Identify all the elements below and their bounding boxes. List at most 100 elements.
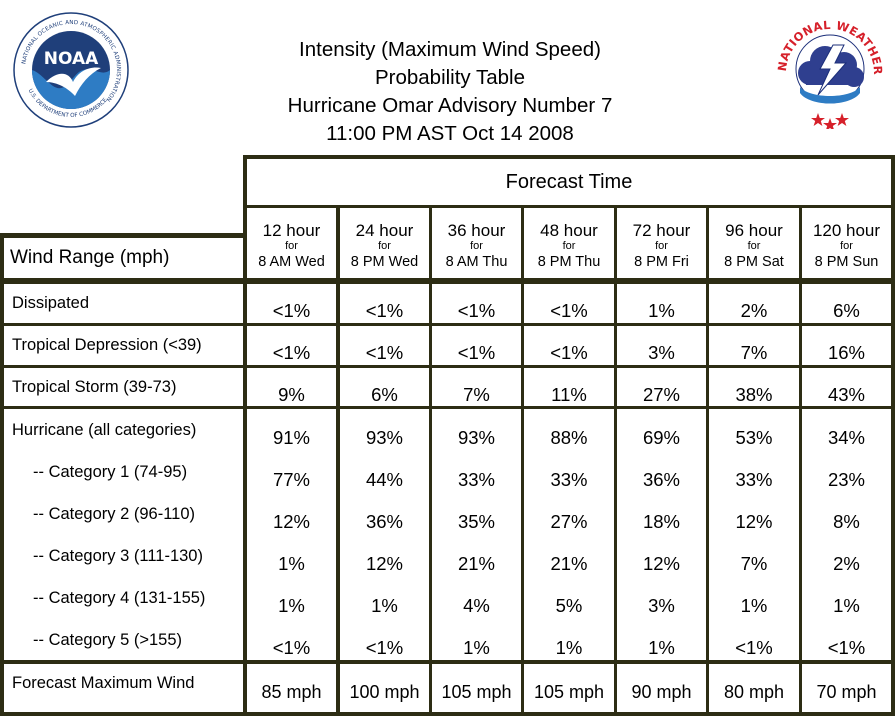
row-label-cell-4: Forecast Maximum Wind — [4, 664, 243, 712]
svg-text:NOAA: NOAA — [44, 49, 99, 69]
probability-value: <1% — [735, 637, 773, 658]
value-cell: 90 mph — [617, 664, 706, 712]
probability-value: 1% — [555, 637, 583, 658]
probability-value: 5% — [555, 595, 583, 616]
probability-value: <1% — [550, 300, 588, 321]
probability-value: 44% — [365, 469, 404, 490]
probability-value: 7% — [463, 384, 490, 405]
probability-value: 36% — [642, 469, 681, 490]
value-cell: 27% — [617, 368, 706, 406]
probability-value: <1% — [827, 637, 866, 658]
probability-value: <1% — [365, 300, 404, 321]
value-cell: <1% — [432, 326, 521, 365]
probability-value: <1% — [272, 300, 311, 321]
row-label: -- Category 2 (96-110) — [33, 505, 196, 523]
column-header-3: 48 hour for 8 PM Thu — [524, 208, 614, 278]
value-cell: 85 mph — [247, 664, 336, 712]
title-block: Intensity (Maximum Wind Speed) Probabili… — [250, 36, 650, 148]
probability-value: 12% — [272, 511, 311, 532]
probability-value: 1% — [740, 595, 768, 616]
probability-value: 27% — [642, 384, 681, 405]
value-cell: <1% — [524, 326, 614, 365]
probability-value: 18% — [642, 511, 681, 532]
title-line-3: 11:00 PM AST Oct 14 2008 — [326, 122, 574, 145]
probability-value: 33% — [550, 469, 588, 490]
probability-value: 12% — [642, 553, 681, 574]
probability-value: <1% — [457, 342, 496, 363]
forecast-time-header: Forecast Time — [247, 159, 891, 205]
row-label: Hurricane (all categories) — [12, 421, 197, 439]
value-cell: <1% — [340, 284, 429, 323]
probability-value: 77% — [272, 469, 311, 490]
value-cell: 3% — [617, 326, 706, 365]
probability-value: 3% — [648, 595, 675, 616]
probability-value: 1% — [278, 553, 305, 574]
value-cell: 80 mph — [709, 664, 799, 712]
value-cell: 16% — [802, 326, 891, 365]
probability-value: 12% — [365, 553, 404, 574]
probability-value: 2% — [833, 553, 860, 574]
wind-range-header: Wind Range (mph) — [4, 238, 243, 278]
row-label: Tropical Depression (<39) — [12, 336, 202, 354]
probability-value: 1% — [648, 637, 675, 658]
value-cell: <1% — [247, 326, 336, 365]
column-hours: 96 hour — [725, 221, 783, 240]
row-label-cell-3: Hurricane (all categories) -- Category 1 … — [4, 409, 243, 660]
row-label: Dissipated — [12, 294, 90, 312]
row-label: -- Category 1 (74-95) — [33, 463, 188, 481]
value-cell: 105 mph — [524, 664, 614, 712]
probability-value: 1% — [463, 637, 490, 658]
probability-value: 1% — [833, 595, 860, 616]
probability-value: 91% — [272, 427, 311, 448]
probability-value: 93% — [457, 427, 496, 448]
row-label: Tropical Storm (39-73) — [12, 378, 177, 396]
row-label: -- Category 5 (>155) — [33, 631, 183, 649]
probability-value: 100 mph — [349, 682, 420, 702]
probability-value: 9% — [278, 384, 305, 405]
column-time: 8 PM Fri — [634, 254, 689, 270]
value-cell: 11% — [524, 368, 614, 406]
table-corner — [0, 155, 240, 233]
value-cell: 6% — [340, 368, 429, 406]
column-time: 8 PM Wed — [350, 254, 419, 270]
column-for: for — [840, 240, 853, 252]
value-cell: <1% — [524, 284, 614, 323]
column-for: for — [655, 240, 668, 252]
value-cell: 6% — [802, 284, 891, 323]
probability-value: 85 mph — [261, 682, 322, 702]
row-label: Forecast Maximum Wind — [12, 674, 195, 692]
row-label-cell-2: Tropical Storm (39-73) — [4, 368, 243, 406]
value-cell: 7% — [709, 326, 799, 365]
value-cell: 88% 33% 27% 21% 5% 1% — [524, 409, 614, 660]
column-hours: 24 hour — [355, 221, 414, 240]
column-header-1: 24 hour for 8 PM Wed — [340, 208, 429, 278]
probability-value: <1% — [365, 637, 404, 658]
column-time: 8 AM Thu — [445, 254, 508, 270]
probability-value: <1% — [550, 342, 588, 363]
column-for: for — [562, 240, 576, 252]
probability-value: 12% — [735, 511, 773, 532]
probability-value: <1% — [457, 300, 496, 321]
probability-value: <1% — [272, 342, 311, 363]
column-for: for — [470, 240, 483, 252]
probability-value: 34% — [827, 427, 866, 448]
probability-value: 36% — [365, 511, 404, 532]
probability-value: 4% — [463, 595, 490, 616]
column-time: 8 AM Wed — [258, 254, 325, 270]
probability-value: 80 mph — [723, 682, 785, 702]
title-line-1: Intensity (Maximum Wind Speed) Probabili… — [299, 38, 601, 89]
column-for: for — [285, 240, 298, 252]
column-hours: 48 hour — [540, 221, 598, 240]
title-line-2: Hurricane Omar Advisory Number 7 — [287, 94, 613, 117]
probability-value: 33% — [457, 469, 496, 490]
value-cell: 38% — [709, 368, 799, 406]
probability-value: 105 mph — [533, 682, 605, 702]
value-cell: 91% 77% 12% 1% 1% <1% — [247, 409, 336, 660]
probability-value: 2% — [740, 300, 768, 321]
value-cell: 2% — [709, 284, 799, 323]
probability-value: 90 mph — [631, 682, 692, 702]
row-label-cell-0: Dissipated — [4, 284, 243, 323]
header: NATIONAL OCEANIC AND ATMOSPHERIC ADMINIS… — [0, 0, 895, 150]
value-cell: 7% — [432, 368, 521, 406]
probability-value: 8% — [833, 511, 860, 532]
